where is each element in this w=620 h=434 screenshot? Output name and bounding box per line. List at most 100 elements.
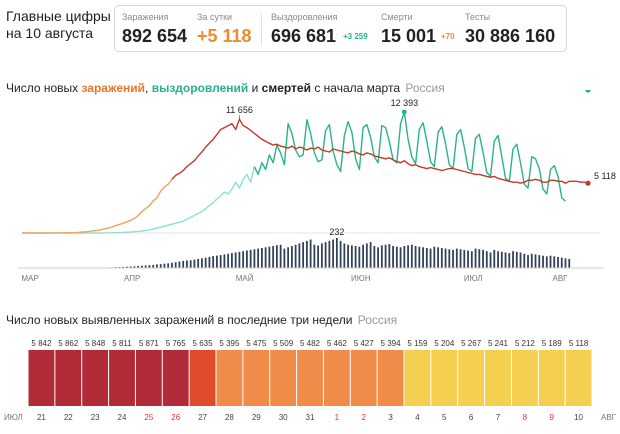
deaths-bar [197, 258, 200, 268]
deaths-bar [395, 246, 398, 268]
infections-line [171, 118, 589, 184]
bar-value-label: 5 204 [434, 339, 455, 348]
deaths-bar [459, 249, 462, 268]
deaths-bar [189, 260, 192, 268]
bar-value-label: 5 395 [219, 339, 240, 348]
stat-tests-label: Тесты [465, 12, 491, 22]
bar-value-label: 5 811 [112, 339, 132, 348]
deaths-bar [467, 250, 469, 268]
last-infections-dot [585, 180, 591, 186]
deaths-bar [167, 263, 170, 268]
deaths-bar [452, 249, 454, 268]
day-label: 3 [388, 413, 393, 422]
deaths-bar [133, 266, 136, 268]
day-label: 25 [144, 413, 153, 422]
bar-value-label: 5 241 [488, 339, 509, 348]
deaths-bar [377, 247, 379, 268]
three-weeks-bar [55, 350, 82, 406]
chart1-title-comma: , [145, 81, 149, 95]
three-weeks-bar [189, 350, 216, 406]
chart2-title: Число новых выявленных заражений в после… [6, 313, 397, 327]
month-label-jul: ИЮЛ [4, 413, 23, 422]
peak-infections-label: 11 656 [226, 105, 253, 115]
deaths-bar [474, 248, 477, 268]
deaths-bar [429, 248, 432, 268]
chart1-title: Число новых заражений, выздоровлений и с… [6, 81, 445, 95]
deaths-bar [238, 251, 241, 268]
deaths-bar [478, 249, 481, 268]
deaths-bar [448, 249, 451, 268]
deaths-bar [489, 252, 492, 268]
month-label: АВГ [552, 274, 568, 283]
day-label: 28 [225, 413, 234, 422]
deaths-bar [249, 249, 252, 268]
day-label: 10 [574, 413, 583, 422]
deaths-bar [392, 246, 394, 268]
deaths-bar [463, 249, 466, 268]
deaths-bar [309, 239, 312, 268]
chart1-title-recoveries: выздоровлений [151, 81, 249, 95]
bar-value-label: 5 267 [461, 339, 482, 348]
day-label: 30 [279, 413, 288, 422]
deaths-bar [358, 246, 361, 268]
deaths-bar [433, 246, 436, 268]
deaths-bar [279, 244, 282, 268]
peak-recoveries-dot [401, 109, 407, 115]
last-recoveries-dot [585, 90, 591, 93]
day-label: 31 [306, 413, 315, 422]
deaths-bar [493, 249, 496, 268]
day-label: 26 [171, 413, 180, 422]
day-label: 23 [91, 413, 100, 422]
deaths-bar [317, 245, 320, 268]
three-weeks-bar [323, 350, 350, 406]
deaths-bar [422, 247, 424, 268]
deaths-bar [246, 250, 248, 268]
deaths-bar [212, 256, 215, 268]
deaths-bar [365, 243, 368, 268]
deaths-bar [328, 240, 331, 268]
month-label: ИЮН [351, 274, 371, 283]
chart1-annotations: 11 656 12 393 5 118 3 259 232 70 [226, 90, 617, 237]
bar-value-label: 5 842 [31, 339, 52, 348]
last-infections-label: 5 118 [594, 171, 616, 181]
stat-deaths-label: Смерти [381, 12, 413, 22]
bar-value-label: 5 212 [515, 339, 536, 348]
deaths-bar [482, 249, 484, 268]
three-weeks-bar [297, 350, 323, 406]
deaths-bar [174, 262, 177, 268]
recoveries-line-early [22, 166, 256, 234]
deaths-bar [182, 260, 185, 268]
chart1-title-deaths: смертей [261, 81, 311, 95]
day-label: 22 [64, 413, 73, 422]
day-label: 29 [252, 413, 261, 422]
three-weeks-bar [109, 350, 135, 406]
deaths-bar [512, 251, 514, 268]
three-weeks-bar [243, 350, 270, 406]
chart2-region: Россия [357, 313, 398, 327]
deaths-bar [129, 266, 132, 268]
deaths-bar [257, 248, 260, 268]
stat-deaths-delta: +70 [441, 32, 455, 41]
day-label: 8 [523, 413, 528, 422]
peak-deaths-label: 232 [329, 227, 344, 237]
bar-value-label: 5 509 [273, 339, 294, 348]
three-weeks-bar [538, 350, 565, 406]
stat-infections-label: Заражения [122, 12, 169, 22]
deaths-bar [485, 251, 488, 268]
stat-daily-label: За сутки [197, 12, 233, 22]
deaths-bar [320, 243, 323, 268]
day-label: 6 [469, 413, 474, 422]
deaths-bar [519, 252, 522, 268]
deaths-bar [523, 253, 526, 268]
bar-value-label: 5 394 [381, 339, 402, 348]
deaths-bar [193, 259, 196, 268]
stat-recoveries-value: 696 681 [271, 26, 337, 46]
bar-value-label: 5 482 [300, 339, 321, 348]
deaths-bar [343, 243, 346, 268]
main-line-chart: 11 656 12 393 5 118 3 259 232 70 МАР АПР МАЙ ИЮН… [18, 90, 617, 283]
chart1-title-infections: заражений [81, 81, 146, 95]
month-label-aug: АВГ [601, 413, 617, 422]
deaths-bar [290, 246, 293, 268]
deaths-bar [470, 251, 473, 268]
day-label: 27 [198, 413, 207, 422]
